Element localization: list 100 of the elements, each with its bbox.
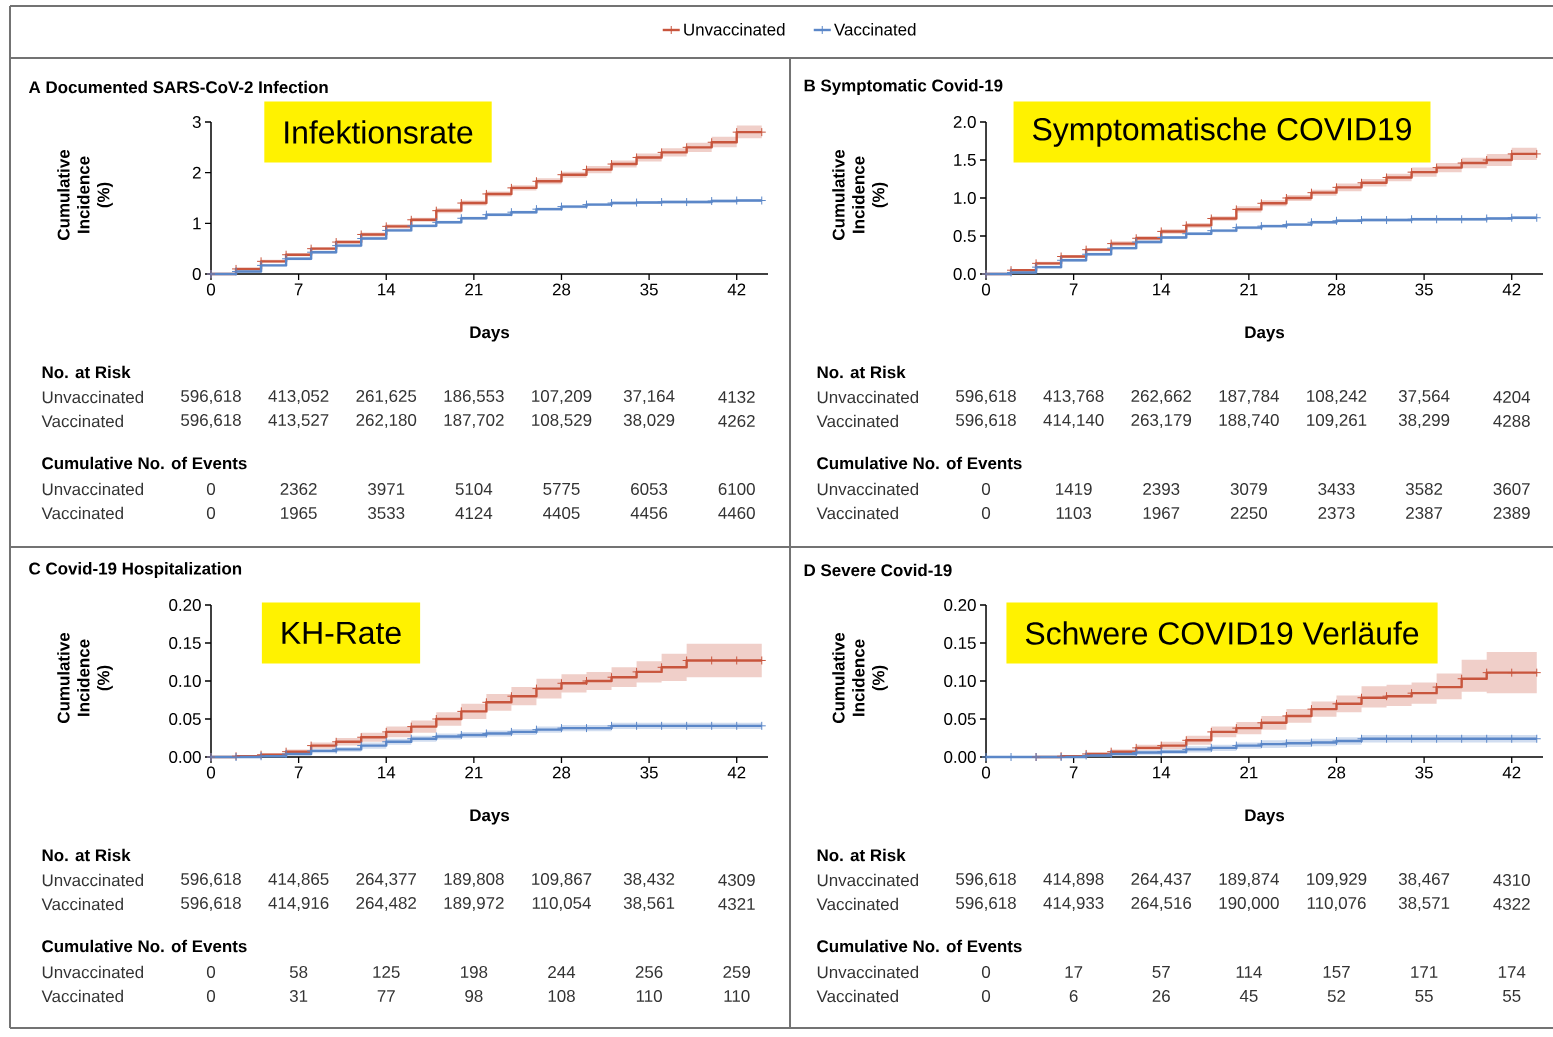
- x-tick-label: 7: [1069, 766, 1078, 779]
- y-tick-label: 0.0: [953, 268, 976, 280]
- text: 0: [206, 990, 216, 1002]
- y-tick-label: 0.5: [953, 230, 976, 242]
- text: 187,784: [1219, 390, 1279, 404]
- y-axis-title: Cumulative Incidence (%): [832, 632, 888, 723]
- text: 2389: [1493, 507, 1530, 519]
- x-tick-label: 0: [206, 283, 216, 296]
- text: 256: [635, 966, 663, 978]
- text: 109,929: [1307, 873, 1367, 887]
- text: 4262: [718, 415, 755, 427]
- x-axis-title: Days: [470, 326, 510, 342]
- text: 244: [548, 966, 576, 978]
- y-tick-label: 2.0: [953, 115, 976, 128]
- y-tick-label: 0.05: [169, 713, 201, 725]
- y-tick-label: 0.05: [944, 713, 976, 725]
- x-tick-label: 35: [640, 766, 658, 779]
- legend-label: Vaccinated: [834, 23, 916, 36]
- text: 3533: [368, 507, 405, 519]
- text: 3607: [1493, 483, 1530, 495]
- y-tick-label: 2: [192, 166, 201, 179]
- text: 262,662: [1131, 390, 1191, 404]
- y-tick-label: 0.20: [944, 599, 976, 611]
- text: 38,029: [623, 414, 675, 428]
- text: 110,076: [1307, 897, 1366, 911]
- text: 189,808: [444, 873, 504, 887]
- y-tick-label: 0.15: [169, 637, 201, 649]
- x-tick-label: 7: [294, 766, 303, 779]
- text: 1967: [1143, 507, 1180, 519]
- y-axis-title: Cumulative Incidence (%): [57, 149, 113, 240]
- text: 259: [723, 966, 751, 978]
- y-tick-label: 1.0: [954, 192, 976, 204]
- x-tick-label: 42: [727, 766, 746, 779]
- x-tick-label: 42: [727, 283, 746, 296]
- text: 186,553: [444, 390, 504, 404]
- x-tick-label: 0: [206, 766, 216, 779]
- x-tick-label: 14: [1153, 283, 1171, 296]
- text: Unvaccinated: [817, 390, 919, 404]
- text: 174: [1498, 966, 1526, 978]
- text: Vaccinated: [816, 414, 898, 428]
- text: 6100: [718, 483, 755, 495]
- text: Cumulative No. of Events: [817, 939, 1022, 953]
- text: 198: [461, 966, 488, 978]
- x-tick-label: 35: [1415, 283, 1433, 296]
- y-axis-title: Cumulative Incidence (%): [57, 632, 113, 723]
- y-tick-label: 0.10: [169, 675, 201, 687]
- text: 3079: [1230, 483, 1267, 495]
- text: 3433: [1318, 483, 1355, 495]
- y-tick-label: 0.00: [169, 751, 201, 763]
- text: 2393: [1143, 483, 1180, 495]
- y-tick-label: 1.5: [954, 154, 976, 166]
- text: 4460: [718, 507, 755, 519]
- text: 414,898: [1043, 873, 1104, 887]
- x-tick-label: 0: [981, 766, 991, 779]
- text: 4288: [1493, 415, 1530, 427]
- text: 2250: [1230, 507, 1268, 519]
- text: 596,618: [181, 897, 241, 911]
- text: 0: [206, 507, 216, 519]
- x-axis-title: Days: [470, 809, 510, 825]
- text: 157: [1323, 966, 1350, 978]
- text: 596,618: [956, 897, 1016, 911]
- x-tick-label: 14: [378, 766, 396, 779]
- text: Unvaccinated: [42, 873, 144, 887]
- text: 0: [981, 990, 991, 1002]
- text: 0: [206, 966, 216, 978]
- text: 3971: [368, 483, 405, 495]
- x-tick-label: 28: [552, 283, 571, 296]
- y-tick-label: 0.20: [169, 599, 201, 611]
- text: Unvaccinated: [817, 965, 919, 979]
- text: 413,052: [268, 390, 329, 404]
- text: 2387: [1406, 507, 1443, 519]
- text: No. at Risk: [817, 365, 906, 379]
- text: 1965: [281, 507, 317, 519]
- text: 52: [1327, 990, 1346, 1002]
- text: 2362: [280, 483, 317, 495]
- y-tick-label: 0.00: [944, 751, 976, 763]
- text: 31: [289, 990, 308, 1002]
- text: 171: [1411, 966, 1438, 978]
- text: 37,164: [623, 390, 675, 404]
- x-tick-label: 7: [1069, 283, 1078, 296]
- text: 2373: [1318, 507, 1355, 519]
- y-tick-label: 3: [192, 115, 201, 128]
- text: 414,865: [268, 873, 329, 887]
- x-tick-label: 7: [294, 283, 303, 296]
- x-tick-label: 0: [981, 283, 991, 296]
- text: Vaccinated: [41, 414, 123, 428]
- x-axis-title: Days: [1245, 326, 1285, 342]
- text: 4310: [1493, 874, 1530, 886]
- text: 108: [548, 990, 575, 1002]
- y-tick-label: 0.15: [944, 637, 976, 649]
- text: Unvaccinated: [42, 390, 144, 404]
- text: 596,618: [181, 873, 241, 887]
- x-axis-title: Days: [1245, 809, 1285, 825]
- text: Cumulative No. of Events: [817, 456, 1022, 470]
- text: 414,933: [1043, 897, 1104, 911]
- text: 5104: [455, 483, 493, 495]
- chart-title: D Severe Covid-19: [804, 563, 952, 577]
- text: 0: [981, 483, 991, 495]
- text: 77: [377, 990, 395, 1002]
- text: Vaccinated: [816, 897, 898, 911]
